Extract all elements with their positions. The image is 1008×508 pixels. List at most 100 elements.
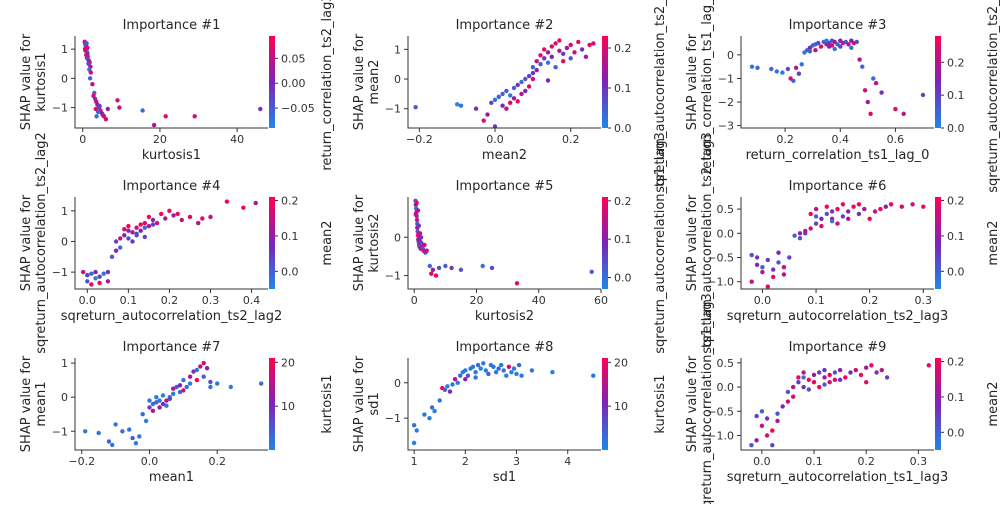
subplot-6: Importance #60.0 0.1 0.2 0.3−1.0−0.50.00.5s… xyxy=(685,132,1001,354)
data-point xyxy=(874,370,879,375)
data-point xyxy=(445,384,450,389)
data-point xyxy=(824,204,829,209)
data-point xyxy=(806,387,811,392)
data-point xyxy=(109,254,115,259)
y-axis-label-line1: SHAP value for xyxy=(19,33,34,130)
data-point xyxy=(97,274,102,279)
x-tick-label: 0.3 xyxy=(915,294,933,307)
data-point xyxy=(414,428,419,433)
data-point xyxy=(858,372,864,378)
data-point xyxy=(447,389,453,394)
y-tick-label: 1 xyxy=(61,205,68,218)
x-tick-label: 0.1 xyxy=(120,294,138,307)
data-point xyxy=(545,60,551,65)
y-tick-label: 0 xyxy=(61,72,68,85)
colorbar-tick-label: 0.0 xyxy=(614,122,632,135)
data-point xyxy=(122,233,127,238)
data-point xyxy=(775,418,780,424)
colorbar-tick-label: 0.0 xyxy=(947,426,965,439)
data-point xyxy=(846,42,851,47)
data-point xyxy=(506,364,512,369)
data-point xyxy=(113,248,119,253)
data-point xyxy=(413,105,418,110)
data-point xyxy=(755,65,760,71)
data-point xyxy=(422,412,427,417)
data-point xyxy=(504,373,509,378)
y-tick-label: 0.5 xyxy=(717,203,735,216)
data-point xyxy=(771,267,776,272)
data-point xyxy=(564,45,570,51)
data-point xyxy=(868,111,873,117)
data-point xyxy=(85,45,90,50)
y-axis-label-line1: SHAP value for xyxy=(352,33,367,130)
x-tick-label: 0 xyxy=(79,133,86,146)
y-tick-label: −1.0 xyxy=(707,276,734,289)
data-point xyxy=(489,100,494,106)
colorbar-tick-label: 20 xyxy=(614,356,628,369)
subplot-title: Importance #2 xyxy=(456,18,554,33)
data-point xyxy=(89,282,94,287)
data-point xyxy=(475,362,481,368)
data-point xyxy=(147,398,152,403)
colorbar xyxy=(602,358,608,450)
data-point xyxy=(137,434,142,439)
data-point xyxy=(163,114,168,119)
scatter-points xyxy=(411,361,596,446)
scatter-points xyxy=(83,360,264,448)
data-point xyxy=(463,377,468,382)
x-tick-label: 0.1 xyxy=(807,294,825,307)
data-point xyxy=(856,211,862,217)
colorbar xyxy=(935,197,941,289)
data-point xyxy=(478,366,483,371)
data-point xyxy=(822,375,827,380)
x-tick-label: −0.2 xyxy=(68,455,95,468)
colorbar-label: mean2 xyxy=(986,381,1001,426)
data-point xyxy=(96,430,101,436)
x-axis-label: kurtosis1 xyxy=(142,148,201,163)
x-tick-label: 20 xyxy=(153,133,167,146)
colorbar xyxy=(602,197,608,289)
data-point xyxy=(422,242,427,248)
y-tick-label: 0 xyxy=(394,377,401,390)
data-point xyxy=(754,438,759,443)
data-point xyxy=(781,265,787,270)
data-point xyxy=(749,279,754,284)
data-point xyxy=(770,443,775,448)
data-point xyxy=(101,271,106,276)
data-point xyxy=(146,223,152,229)
data-point xyxy=(530,70,536,76)
data-point xyxy=(523,76,528,82)
data-point xyxy=(429,405,435,410)
data-point xyxy=(430,267,436,272)
data-point xyxy=(411,440,417,446)
data-point xyxy=(827,372,832,378)
data-point xyxy=(437,398,442,403)
data-point xyxy=(819,216,824,221)
data-point xyxy=(760,269,765,275)
data-point xyxy=(122,227,127,232)
data-point xyxy=(496,94,501,100)
data-point xyxy=(862,206,867,212)
data-point xyxy=(860,64,865,69)
data-point xyxy=(424,248,429,253)
data-point xyxy=(150,408,156,413)
data-point xyxy=(759,423,765,428)
data-point xyxy=(568,42,573,48)
data-point xyxy=(851,204,856,209)
data-point xyxy=(143,418,149,424)
subplot-title: Importance #8 xyxy=(456,340,554,355)
data-point xyxy=(97,280,102,286)
data-point xyxy=(130,239,135,244)
data-point xyxy=(817,370,822,375)
y-axis-label-line2: mean1 xyxy=(34,381,49,426)
x-axis-label: sqreturn_autocorrelation_ts1_lag3 xyxy=(727,470,949,485)
data-point xyxy=(187,381,193,386)
subplot-title: Importance #3 xyxy=(789,18,887,33)
data-point xyxy=(142,225,147,230)
subplot-title: Importance #1 xyxy=(123,18,221,33)
colorbar-tick-label: 0.2 xyxy=(947,356,965,369)
data-point xyxy=(465,373,471,378)
data-point xyxy=(511,85,517,91)
data-point xyxy=(258,106,263,112)
